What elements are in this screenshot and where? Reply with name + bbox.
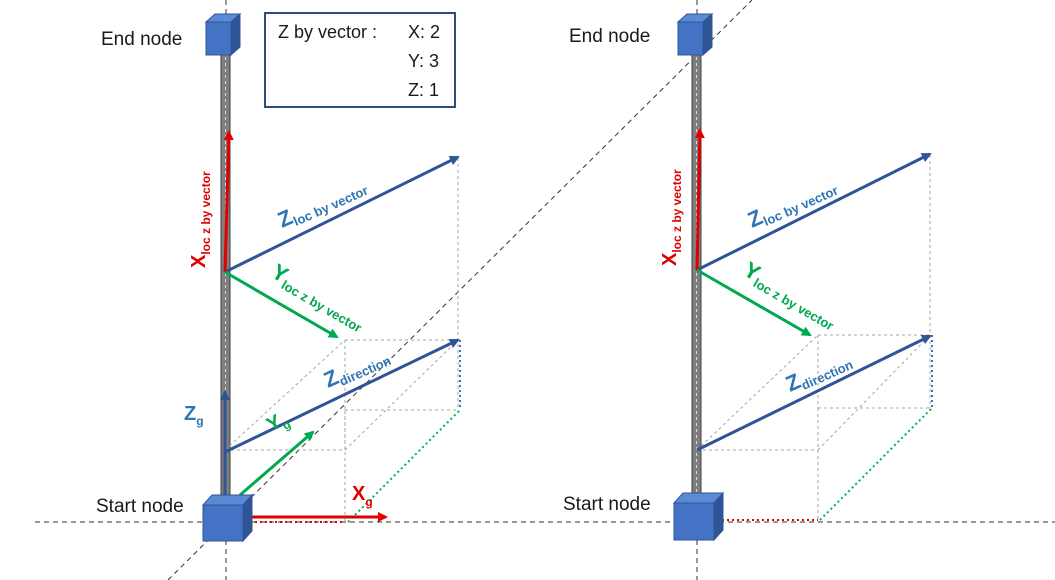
left-z-direction-label: Zdirection [320, 342, 393, 394]
reference-lines [35, 0, 1055, 580]
left-z-direction-arrow [224, 338, 460, 454]
left-end-node-label: End node [101, 29, 182, 50]
left-y-loc-label: Yloc z by vector [266, 259, 371, 336]
right-y-loc-label: Yloc z by vector [738, 257, 843, 334]
right-z-direction-arrow [696, 334, 932, 452]
right-start-node [672, 491, 725, 542]
left-yg-arrow [239, 430, 315, 497]
right-dotted-green [819, 407, 933, 521]
right-diagram: End node Start node Xloc z by vector Zlo… [563, 12, 933, 542]
left-x-loc-label: Xloc z by vector [188, 171, 213, 268]
right-end-node-label: End node [569, 26, 650, 47]
right-z-loc-label: Zloc by vector [744, 172, 841, 235]
left-xg-label: Xg [352, 483, 373, 509]
left-x-loc-arrow [223, 130, 234, 273]
info-box-title: Z by vector : [278, 22, 378, 42]
left-end-node [204, 12, 242, 57]
left-start-node-label: Start node [96, 496, 184, 517]
left-zg-label: Zg [184, 403, 204, 428]
right-x-loc-arrow [694, 128, 705, 271]
left-dotted-green [347, 409, 461, 523]
left-y-loc-arrow [224, 270, 339, 339]
right-z-loc-arrow [696, 152, 932, 272]
right-guide-box [696, 155, 931, 520]
diagonal-line-dashed [167, 0, 753, 580]
info-box-z-value: Z: 1 [408, 80, 440, 100]
left-z-loc-arrow [224, 155, 460, 274]
z-by-vector-info-box: Z by vector : X: 2 Y: 3 Z: 1 [264, 12, 456, 108]
right-start-node-label: Start node [563, 494, 651, 515]
right-y-loc-arrow [696, 268, 812, 337]
left-yg-label: Yg [263, 407, 293, 439]
info-box-x-value: X: 2 [408, 22, 441, 42]
right-x-loc-label: Xloc z by vector [659, 169, 684, 266]
left-guide-box [224, 158, 459, 522]
info-box-y-value: Y: 3 [408, 51, 440, 71]
left-start-node [201, 493, 254, 543]
right-end-node [676, 12, 714, 57]
